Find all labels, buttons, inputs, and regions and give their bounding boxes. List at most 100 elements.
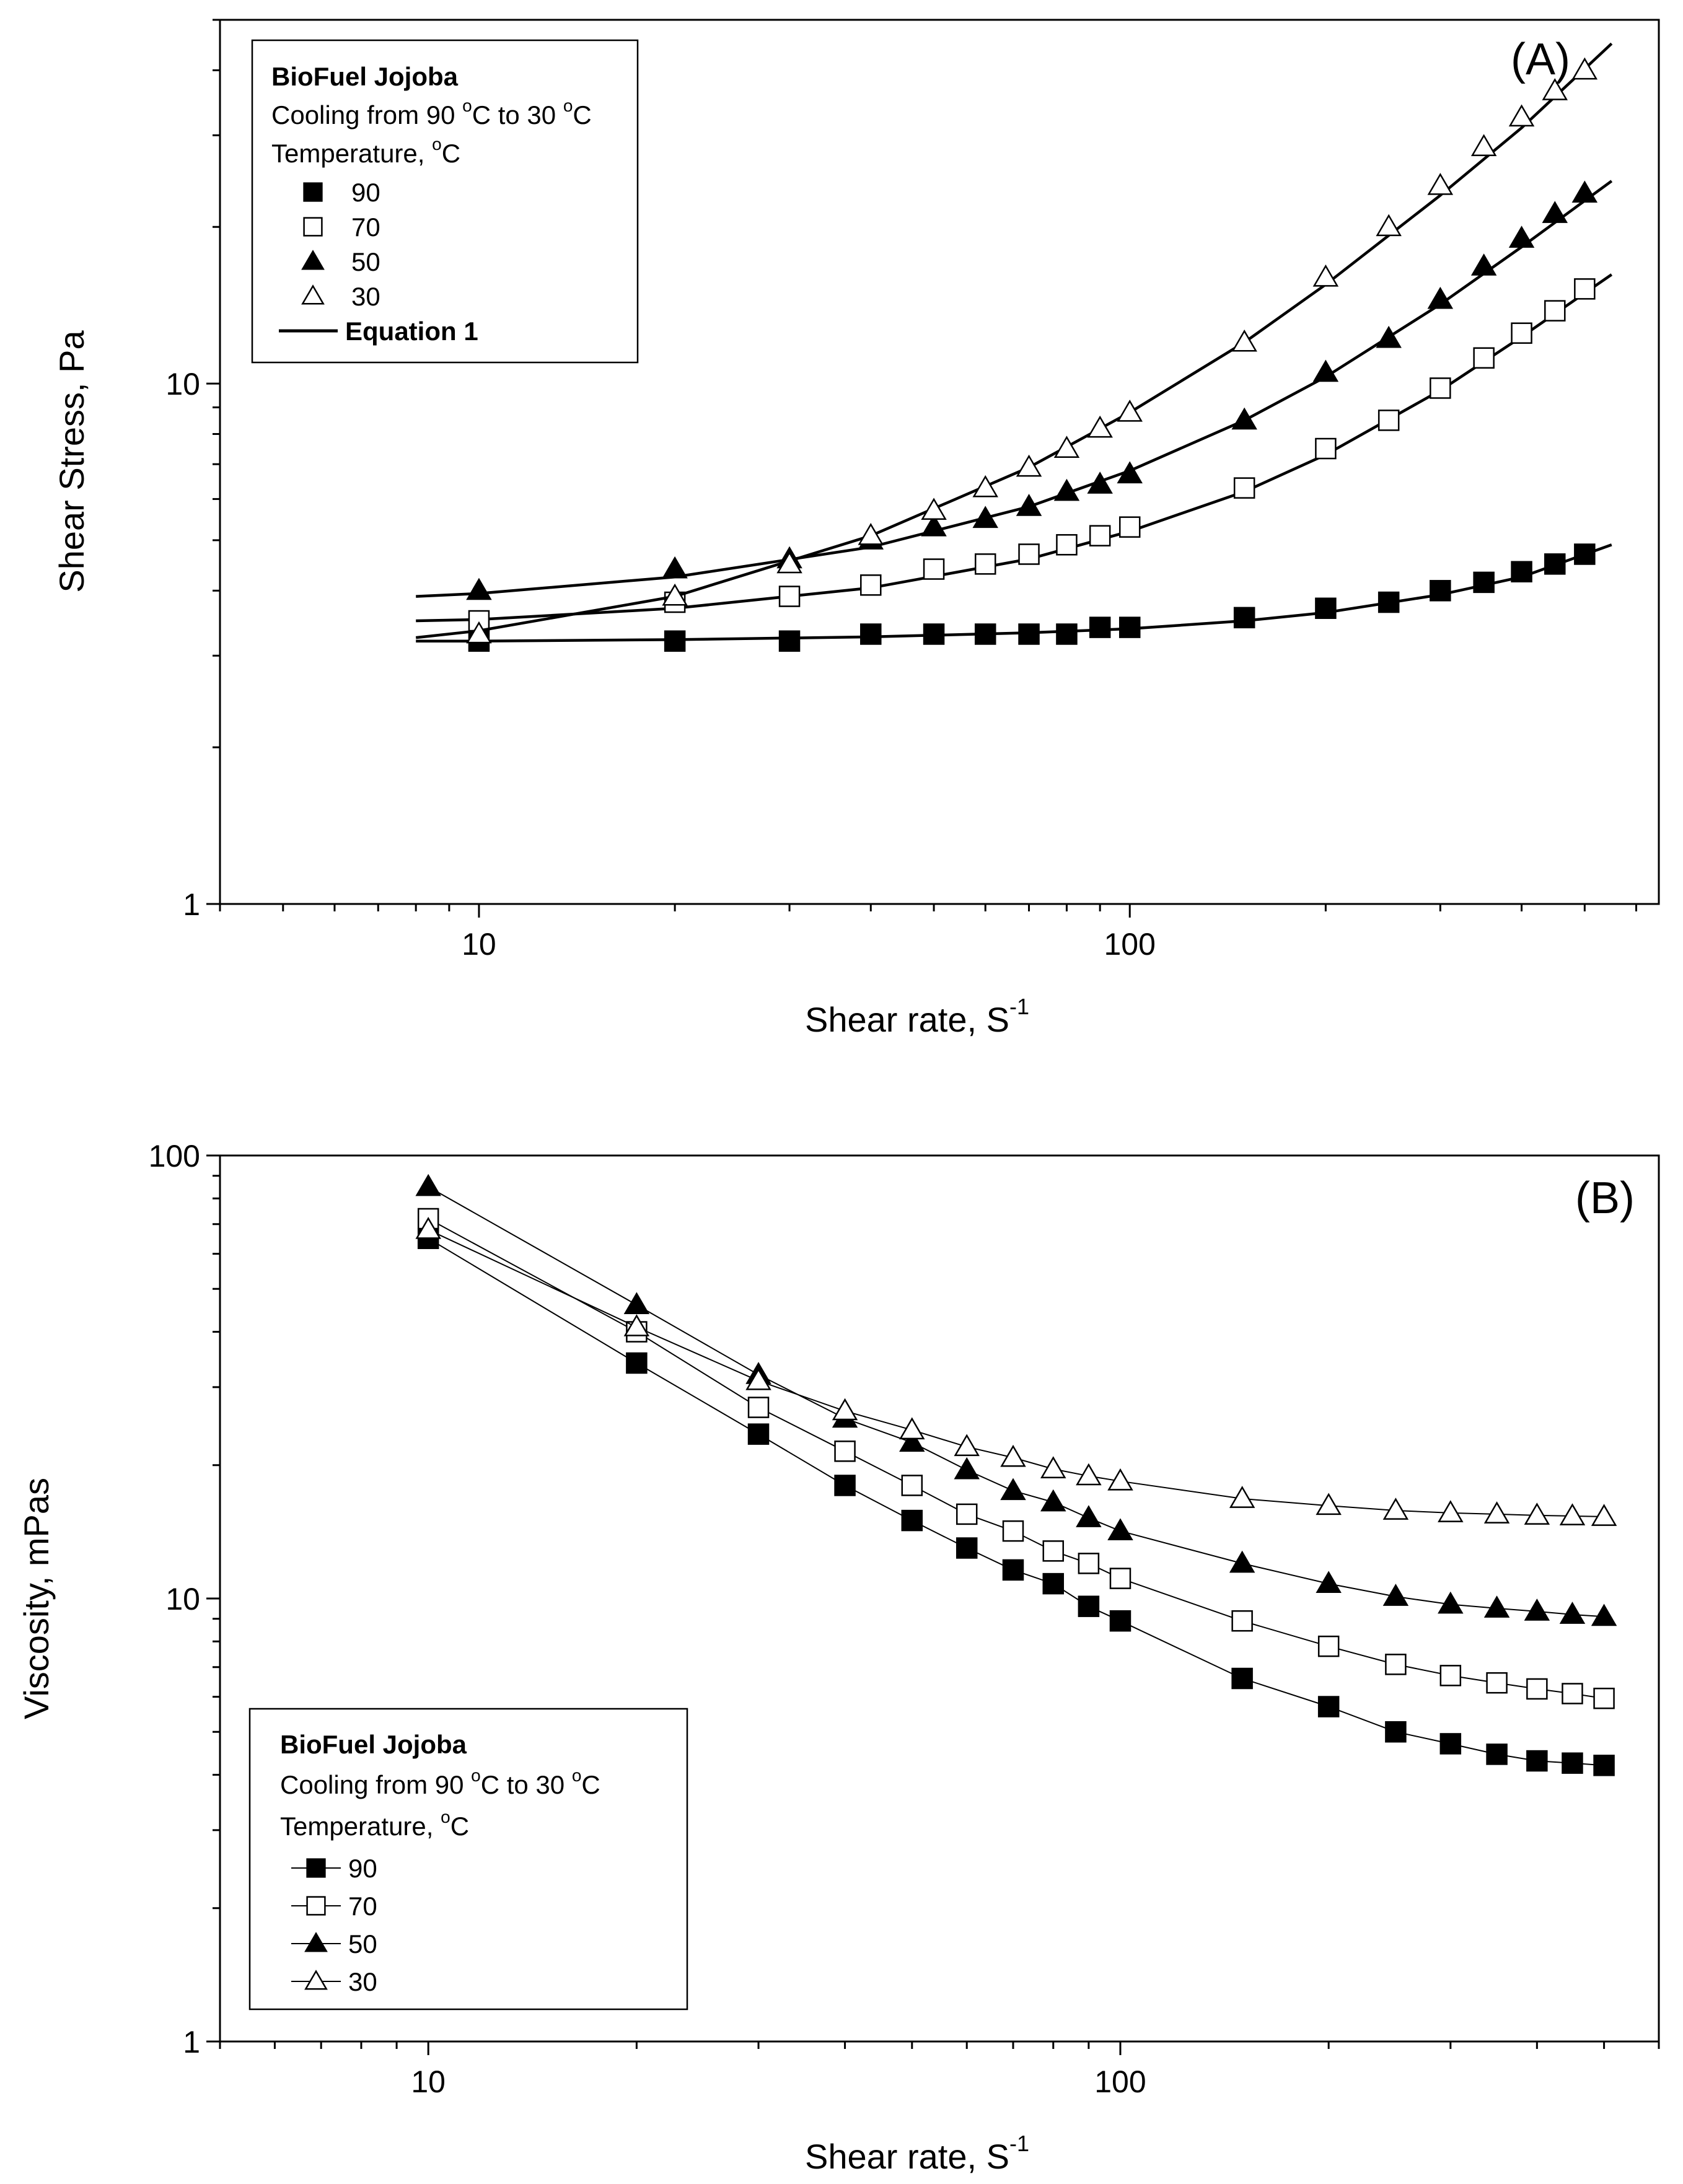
panel-a-series-70-point — [1511, 322, 1532, 344]
panel-a-series-70-point — [1089, 525, 1111, 546]
panel-b-legend-marker-90 — [306, 1858, 326, 1878]
panel-b-legend-subtitle-part-1: Cooling from 90 — [280, 1770, 471, 1799]
panel-a-series-70-point — [1574, 278, 1596, 300]
panel-b-series-50-point — [1438, 1591, 1464, 1614]
panel-b-legend-header-part-2: o — [441, 1807, 450, 1827]
panel-a-series-30-point — [1231, 329, 1257, 352]
panel-b-series-70-point — [1439, 1665, 1462, 1686]
panel-a-legend-marker-70 — [303, 217, 323, 237]
panel-a-legend-label-70: 70 — [351, 213, 380, 242]
panel-b-series-50-point — [899, 1429, 925, 1452]
panel-b-series-30-point — [415, 1217, 441, 1239]
panel-a-x-tick-label: 10 — [462, 927, 496, 962]
panel-a-series-30-point — [1016, 454, 1042, 477]
panel-b-x-axis-title-text: Shear rate, S — [805, 2137, 1009, 2176]
panel-a-series-90-point — [664, 630, 686, 652]
panel-a-series-30-point — [921, 498, 947, 520]
panel-b-label: (B) — [1575, 1173, 1635, 1223]
panel-a-series-70-point — [923, 558, 945, 580]
panel-b-series-70-point — [901, 1475, 923, 1496]
panel-a-series-70-point — [974, 553, 996, 575]
panel-a-legend-subtitle-part-1: Cooling from 90 — [271, 100, 462, 129]
panel-a-series-30-point — [466, 621, 492, 644]
panel-a-legend-header-part-1: Temperature, — [271, 139, 432, 168]
panel-b-series-50-point — [1524, 1599, 1550, 1621]
panel-b-series-30-point — [623, 1314, 650, 1336]
panel-b-series-70-point — [956, 1503, 978, 1525]
panel-a-series-70-point — [1118, 516, 1141, 538]
panel-b-series-70-point — [1002, 1520, 1024, 1542]
panel-b-legend-marker-70 — [306, 1896, 326, 1916]
panel-a-series-70-point — [778, 585, 801, 607]
panel-b-legend-subtitle-part-2: o — [471, 1766, 481, 1785]
panel-a-legend-header-part-3: C — [442, 139, 460, 168]
panel-a-series-90-point — [1018, 623, 1040, 645]
panel-a-series-50-point — [972, 506, 998, 528]
panel-a-legend-header: Temperature, oC — [271, 134, 460, 168]
panel-a-series-90-point — [1089, 616, 1111, 638]
panel-a-legend-subtitle-part-4: o — [563, 96, 573, 115]
panel-b-series-50-point — [1559, 1602, 1586, 1624]
panel-a-y-tick-label: 1 — [183, 887, 200, 922]
panel-b-series-70-point — [834, 1441, 856, 1462]
panel-b-series-90-point — [1317, 1696, 1340, 1717]
panel-b-series-30-point — [1559, 1503, 1586, 1525]
panel-a-y-axis-title: Shear Stress, Pa — [52, 330, 91, 592]
panel-a-series-30-point — [1427, 173, 1454, 195]
panel-a-series-90-point — [1574, 543, 1596, 565]
panel-b-series-30-point — [1382, 1498, 1409, 1520]
panel-a-legend-subtitle-part-5: C — [573, 100, 591, 129]
panel-b-series-70-point — [1562, 1683, 1583, 1704]
panel-a-series-90-point — [1430, 580, 1451, 602]
panel-b-series-50-point — [1076, 1505, 1102, 1527]
panel-b-series-70-point — [1526, 1678, 1548, 1700]
panel-b-legend-label-90: 90 — [348, 1854, 377, 1883]
panel-a-series-70-point — [860, 574, 882, 596]
panel-a-series-90-point — [778, 630, 801, 652]
panel-b-legend-header-part-1: Temperature, — [280, 1812, 441, 1841]
panel-b-series-50-point — [1483, 1595, 1510, 1618]
panel-a-shear-stress-chart: 10 100 1 10 (A) Shear rate, S-1 Shear Stres… — [52, 19, 1660, 1039]
panel-b-legend-subtitle: Cooling from 90 oC to 30 oC — [280, 1766, 600, 1799]
panel-b-series-30-point — [1483, 1501, 1510, 1524]
panel-b-series-50-point — [1040, 1489, 1066, 1512]
panel-a-series-30-point — [1376, 214, 1402, 237]
panel-a-legend-label-30: 30 — [351, 282, 380, 311]
panel-a-legend-marker-90 — [303, 182, 323, 202]
panel-a-series-50-point — [1312, 359, 1339, 382]
panel-a-label: (A) — [1511, 35, 1570, 84]
panel-b-series-50-point — [415, 1173, 441, 1196]
panel-a-legend-subtitle-part-3: C to 30 — [472, 100, 563, 129]
panel-a-legend-subtitle: Cooling from 90 oC to 30 oC — [271, 96, 592, 129]
panel-b-series-90-point — [1002, 1559, 1024, 1581]
panel-b-series-30-point — [899, 1417, 925, 1440]
panel-b-series-70-point — [1317, 1635, 1340, 1657]
panel-b-series-50-point — [1000, 1478, 1026, 1501]
panel-a-series-50-point — [921, 514, 947, 537]
panel-a-series-50-point — [1508, 226, 1535, 248]
panel-b-y-tick-label: 1 — [183, 2025, 200, 2059]
panel-b-legend-header-part-3: C — [450, 1812, 469, 1841]
panel-b-legend-items: 90 70 50 30 — [291, 1854, 377, 1996]
panel-b-series-90-point — [1439, 1733, 1462, 1755]
panel-a-series-30-point — [1312, 264, 1339, 287]
panel-b-data-marks — [415, 1173, 1617, 1776]
panel-b-series-70-point — [1231, 1610, 1253, 1632]
panel-b-series-90-point — [1562, 1752, 1583, 1774]
panel-b-series-50-point — [1229, 1550, 1255, 1573]
panel-b-series-90-point — [1526, 1750, 1548, 1772]
panel-a-series-30-point — [858, 522, 884, 545]
panel-a-series-90-point — [1473, 571, 1495, 594]
panel-a-legend-subtitle-part-2: o — [462, 96, 472, 115]
panel-a-series-30-point — [662, 583, 688, 606]
panel-b-series-90-point — [1593, 1755, 1615, 1776]
panel-b-series-70-point — [1109, 1568, 1132, 1589]
panel-a-legend: BioFuel Jojoba Cooling from 90 oC to 30 … — [251, 39, 639, 364]
panel-b-series-30-point — [1316, 1493, 1342, 1515]
panel-a-legend-marker-30 — [301, 284, 325, 305]
panel-b-legend-title: BioFuel Jojoba — [280, 1730, 467, 1759]
panel-b-series-90-point — [1486, 1743, 1508, 1765]
panel-a-series-30-point — [1542, 78, 1568, 100]
panel-a-series-90-point — [1233, 607, 1255, 629]
panel-b-series-30-point — [1076, 1463, 1102, 1486]
